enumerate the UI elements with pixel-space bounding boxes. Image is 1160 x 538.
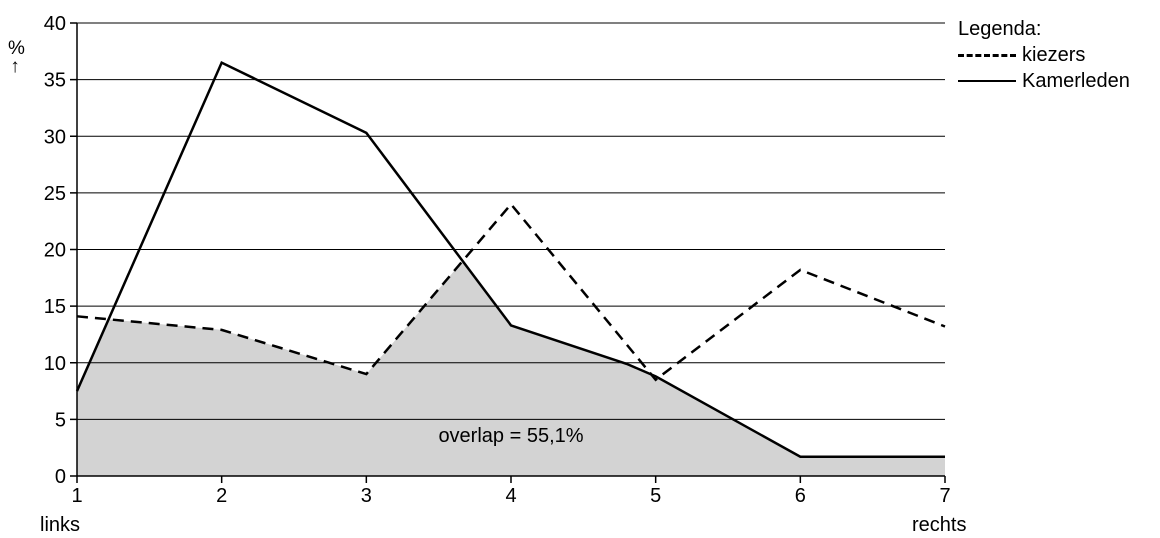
legend-item-kamerleden: Kamerleden	[958, 68, 1130, 94]
y-tick-label: 0	[55, 466, 66, 488]
y-tick-label: 15	[44, 296, 66, 318]
y-tick-label: 35	[44, 70, 66, 92]
y-tick-label: 20	[44, 240, 66, 262]
x-tick-label: 5	[650, 485, 661, 507]
legend-label-kamerleden: Kamerleden	[1022, 70, 1130, 92]
x-axis-left-label: links	[40, 514, 81, 536]
y-tick-label: 30	[44, 126, 66, 148]
legend-swatch-dashed	[958, 53, 1016, 57]
y-tick-label: 5	[55, 409, 66, 431]
series-line-kiezers	[76, 202, 946, 382]
y-axis-arrow-icon: ↑	[10, 56, 20, 77]
series-line-kamerleden	[75, 60, 945, 458]
x-tick-label: 7	[939, 485, 950, 507]
legend-title: Legenda:	[958, 18, 1042, 40]
overlap-area	[77, 261, 945, 476]
legend: Legenda: kiezers Kamerleden	[958, 16, 1130, 94]
overlap-annotation: overlap = 55,1%	[438, 425, 583, 447]
x-tick-label: 3	[361, 485, 372, 507]
x-tick-label: 6	[795, 485, 806, 507]
y-axis-unit: %	[8, 38, 25, 59]
legend-label-kiezers: kiezers	[1022, 44, 1086, 66]
x-tick-label: 1	[71, 485, 82, 507]
x-tick-label: 2	[216, 485, 227, 507]
x-axis-right-label: rechts	[912, 514, 967, 536]
legend-swatch-solid	[958, 80, 1016, 82]
legend-item-kiezers: kiezers	[958, 42, 1130, 68]
y-tick-label: 25	[44, 183, 66, 205]
y-tick-label: 40	[44, 13, 66, 35]
y-axis-label: % ↑	[8, 38, 25, 77]
x-tick-label: 4	[505, 485, 516, 507]
y-tick-label: 10	[44, 353, 66, 375]
